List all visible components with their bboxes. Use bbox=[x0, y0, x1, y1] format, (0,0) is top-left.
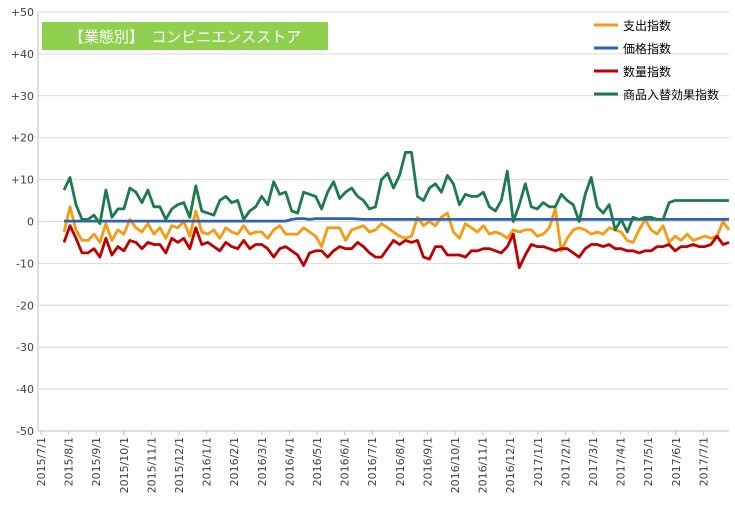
y-tick-label: +30 bbox=[11, 90, 34, 103]
x-tick-label: 2017/6/1 bbox=[670, 437, 683, 486]
x-tick-label: 2016/2/1 bbox=[228, 437, 241, 486]
x-tick-label: 2016/1/1 bbox=[201, 437, 214, 486]
series-lines bbox=[62, 150, 731, 270]
y-tick-label: -30 bbox=[16, 341, 34, 354]
title-box: 【業態別】 コンビニエンスストア bbox=[42, 22, 328, 50]
y-tick-label: +10 bbox=[11, 174, 34, 187]
chart-title: 【業態別】 コンビニエンスストア bbox=[69, 28, 301, 46]
x-tick-label: 2015/9/1 bbox=[90, 437, 103, 486]
series-line bbox=[62, 224, 730, 270]
x-tick-label: 2016/7/1 bbox=[366, 437, 379, 486]
x-tick-label: 2015/10/1 bbox=[118, 437, 131, 493]
x-tick-label: 2015/8/1 bbox=[63, 437, 76, 486]
x-tick-label: 2016/8/1 bbox=[394, 437, 407, 486]
title-background bbox=[42, 22, 328, 50]
y-tick-label: +20 bbox=[11, 132, 34, 145]
x-tick-label: 2017/5/1 bbox=[642, 437, 655, 486]
x-tick-label: 2016/11/1 bbox=[477, 437, 490, 493]
legend-label: 数量指数 bbox=[623, 64, 671, 79]
x-tick-label: 2017/2/1 bbox=[559, 437, 572, 486]
series-line bbox=[62, 205, 731, 253]
y-tick-label: -40 bbox=[16, 383, 34, 396]
x-tick-label: 2017/7/1 bbox=[697, 437, 710, 486]
x-tick-label: 2016/4/1 bbox=[283, 437, 296, 486]
x-tick-label: 2016/10/1 bbox=[449, 437, 462, 493]
y-tick-label: -50 bbox=[16, 425, 34, 438]
x-tick-label: 2017/3/1 bbox=[587, 437, 600, 486]
y-tick-label: -20 bbox=[16, 299, 34, 312]
x-tick-label: 2017/4/1 bbox=[615, 437, 628, 486]
x-tick-label: 2017/1/1 bbox=[532, 437, 545, 486]
y-tick-label: 0 bbox=[27, 216, 34, 229]
series-line bbox=[62, 150, 729, 234]
y-tick-label: +50 bbox=[11, 6, 34, 19]
series-line bbox=[64, 217, 729, 223]
y-tick-label: +40 bbox=[11, 48, 34, 61]
x-tick-label: 2016/6/1 bbox=[339, 437, 352, 486]
x-tick-label: 2015/12/1 bbox=[173, 437, 186, 493]
legend-label: 商品入替効果指数 bbox=[623, 87, 719, 102]
x-tick-label: 2016/9/1 bbox=[421, 437, 434, 486]
x-tick-label: 2015/11/1 bbox=[145, 437, 158, 493]
y-tick-label: -10 bbox=[16, 257, 34, 270]
x-tick-label: 2016/3/1 bbox=[256, 437, 269, 486]
x-tick-label: 2016/12/1 bbox=[504, 437, 517, 493]
x-tick-label: 2016/5/1 bbox=[311, 437, 324, 486]
x-tick-label: 2015/7/1 bbox=[35, 437, 48, 486]
legend-label: 価格指数 bbox=[623, 41, 671, 56]
legend-label: 支出指数 bbox=[623, 18, 671, 33]
